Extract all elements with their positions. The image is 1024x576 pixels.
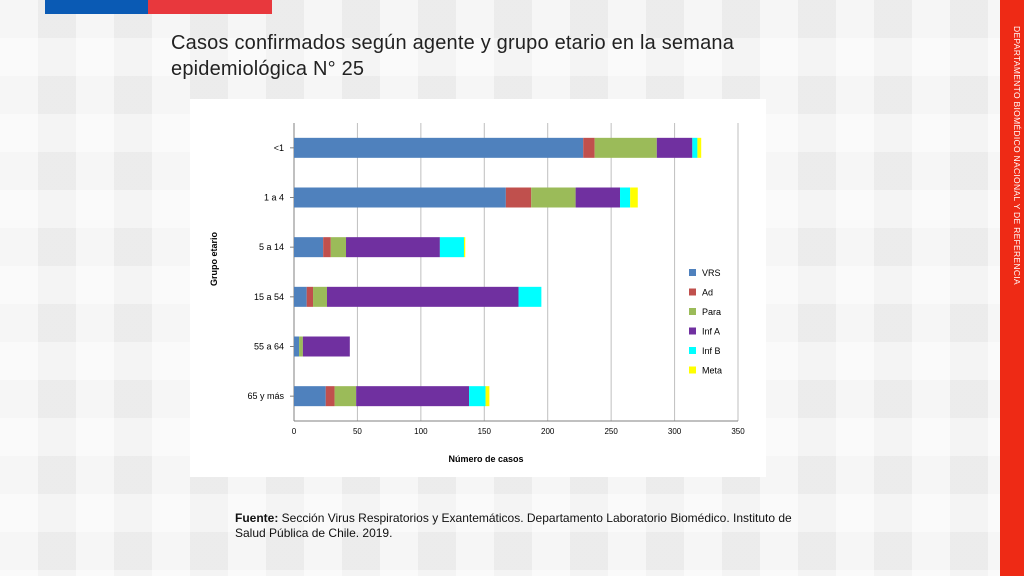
- bar-segment: [294, 386, 326, 407]
- legend-label: Meta: [702, 366, 722, 376]
- bar-segment: [294, 237, 324, 258]
- legend-swatch: [689, 269, 696, 276]
- bar-segment: [469, 386, 486, 407]
- x-tick-label: 100: [414, 427, 428, 436]
- x-tick-label: 50: [353, 427, 362, 436]
- bar-segment: [505, 187, 532, 208]
- stacked-bar-chart: 0 50 100 150 200 250 300 350 <1 1 a 4 5 a 14 15 a 5…: [209, 123, 745, 464]
- bar-segment: [697, 137, 702, 158]
- bar-segment: [330, 237, 347, 258]
- bar-segment: [306, 286, 314, 307]
- bar-segment: [294, 286, 307, 307]
- bar-segment: [302, 336, 350, 357]
- legend-label: Ad: [702, 288, 713, 298]
- bar-segment: [439, 237, 464, 258]
- legend-swatch: [689, 366, 696, 374]
- x-tick-label: 250: [604, 427, 618, 436]
- flag-blue-stripe: [45, 0, 148, 14]
- bar-segment: [463, 237, 466, 258]
- flag-red-stripe: [148, 0, 272, 14]
- legend-label: Inf A: [702, 327, 720, 337]
- y-tick-label: 65 y más: [247, 391, 284, 401]
- side-label: DEPARTAMENTO BIOMÉDICO NACIONAL Y DE REF…: [1012, 26, 1022, 285]
- bar-segment: [356, 386, 470, 407]
- legend-swatch: [689, 327, 696, 335]
- legend-swatch: [689, 308, 696, 315]
- bar-segment: [531, 187, 576, 208]
- bar-segment: [294, 137, 584, 158]
- bar-segment: [346, 237, 440, 258]
- y-tick-label: 1 a 4: [264, 193, 284, 203]
- bar-segment: [294, 187, 506, 208]
- legend-label: Inf B: [702, 346, 721, 356]
- x-tick-label: 200: [541, 427, 555, 436]
- bar-segment: [485, 386, 490, 407]
- x-tick-label: 150: [478, 427, 492, 436]
- bar-segment: [294, 336, 300, 357]
- x-axis-title: Número de casos: [448, 454, 523, 464]
- slide-title: Casos confirmados según agente y grupo e…: [171, 32, 735, 80]
- legend-swatch: [689, 288, 696, 296]
- bar-segment: [334, 386, 357, 407]
- bar-segment: [326, 286, 519, 307]
- bar-segment: [620, 187, 631, 208]
- bar-segment: [323, 237, 331, 258]
- bar-segment: [656, 137, 693, 158]
- source-note: Fuente: Sección Virus Respiratorios y Ex…: [235, 511, 795, 541]
- bar-segment: [325, 386, 335, 407]
- bar-segment: [594, 137, 657, 158]
- y-tick-label: 55 a 64: [254, 342, 284, 352]
- bar-segment: [583, 137, 595, 158]
- side-accent-strip: [1000, 0, 1024, 576]
- bar-segment: [630, 187, 638, 208]
- legend-swatch: [689, 347, 696, 354]
- x-tick-label: 300: [668, 427, 682, 436]
- x-tick-label: 0: [292, 427, 297, 436]
- y-tick-label: <1: [274, 143, 284, 153]
- bar-segment: [299, 336, 303, 357]
- source-text: Sección Virus Respiratorios y Exantemáti…: [235, 511, 792, 540]
- x-tick-label: 350: [731, 427, 745, 436]
- source-label: Fuente:: [235, 511, 279, 525]
- y-tick-label: 5 a 14: [259, 242, 284, 252]
- bar-segment: [575, 187, 621, 208]
- bar-segment: [518, 286, 542, 307]
- bar-segment: [692, 137, 698, 158]
- legend-label: VRS: [702, 268, 721, 278]
- bar-segment: [313, 286, 327, 307]
- y-tick-label: 15 a 54: [254, 292, 284, 302]
- legend-label: Para: [702, 307, 721, 317]
- y-axis-title: Grupo etario: [209, 232, 219, 287]
- chart-container: 0 50 100 150 200 250 300 350 <1 1 a 4 5 a 14 15 a 5…: [190, 99, 766, 477]
